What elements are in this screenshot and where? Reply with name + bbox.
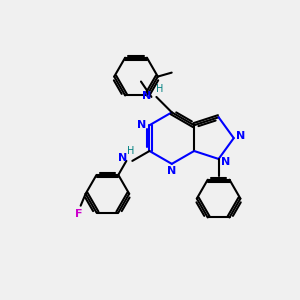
Text: N: N bbox=[137, 120, 146, 130]
Text: H: H bbox=[156, 84, 163, 94]
Text: N: N bbox=[221, 157, 230, 167]
Text: N: N bbox=[118, 153, 128, 163]
Text: N: N bbox=[167, 166, 176, 176]
Text: H: H bbox=[127, 146, 134, 156]
Text: N: N bbox=[236, 131, 245, 141]
Text: N: N bbox=[142, 91, 152, 101]
Text: F: F bbox=[75, 208, 82, 219]
